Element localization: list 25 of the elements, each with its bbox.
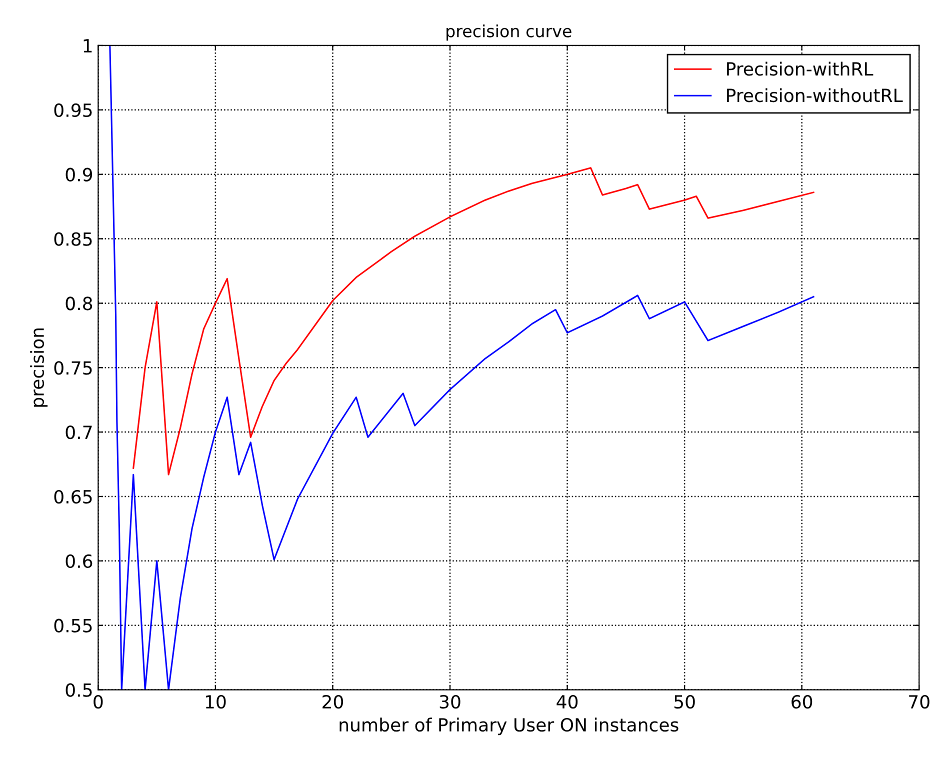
x-tick-label: 30 (440, 694, 460, 709)
x-tick-label: 70 (909, 694, 930, 709)
x-axis-title: number of Primary User ON instances (340, 718, 678, 736)
x-tick-label: 40 (556, 694, 578, 709)
y-tick-label: 0.5 (66, 683, 92, 697)
y-tick-label: 0.65 (54, 490, 92, 504)
x-tick-label: 0 (94, 694, 103, 709)
y-tick-label: 0.9 (66, 168, 92, 182)
y-tick-label: 1 (84, 39, 92, 52)
line-series (132, 167, 814, 476)
y-tick-label: 0.85 (54, 232, 92, 246)
chart-title: precision curve (446, 24, 572, 41)
y-tick-label: 0.75 (54, 361, 92, 375)
legend-label: Precision-withRL (727, 62, 874, 76)
y-tick-label: 0.8 (66, 296, 92, 310)
y-tick-label: 0.95 (54, 103, 92, 118)
y-axis-title: precision (30, 328, 48, 407)
x-tick-label: 60 (792, 694, 812, 709)
y-tick-label: 0.7 (66, 426, 92, 440)
legend-label: Precision-withoutRL (727, 88, 903, 102)
x-tick-label: 10 (206, 694, 226, 709)
y-tick-label: 0.55 (54, 618, 92, 632)
x-tick-label: 20 (322, 694, 344, 709)
x-tick-label: 50 (674, 694, 695, 709)
y-tick-label: 0.6 (66, 554, 92, 568)
